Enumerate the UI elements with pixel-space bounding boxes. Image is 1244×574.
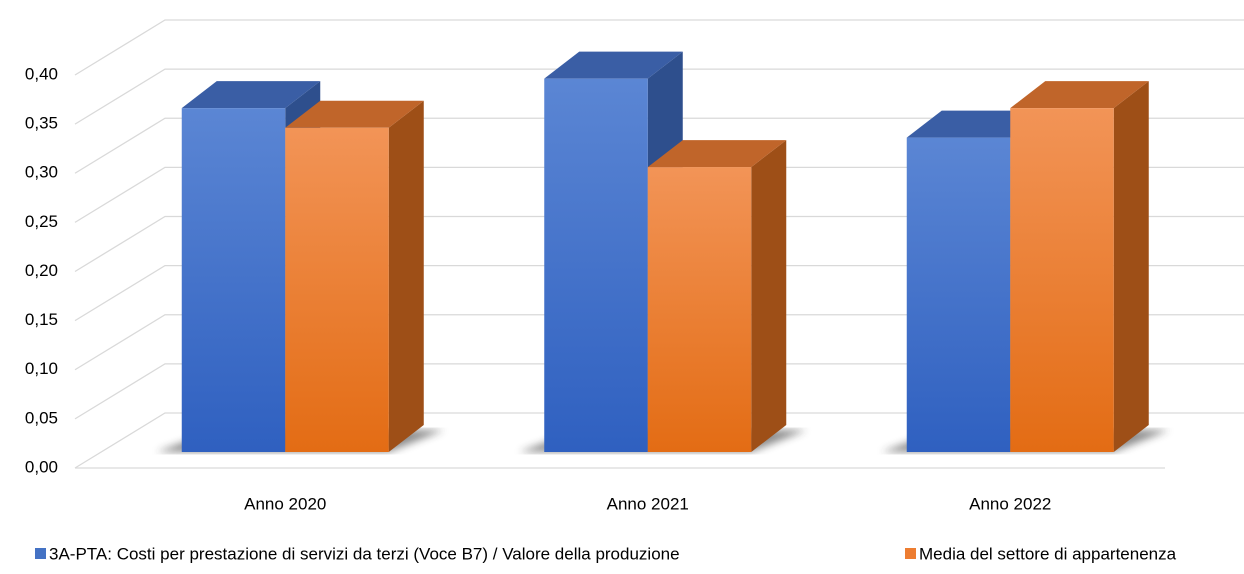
- bar-side: [1113, 81, 1149, 452]
- legend-label: 3A-PTA: Costi per prestazione di servizi…: [49, 544, 680, 563]
- bar-front: [181, 108, 286, 452]
- x-tick-label: Anno 2022: [969, 494, 1051, 513]
- bar: [285, 100, 424, 453]
- grid-line: [74, 314, 1244, 371]
- grid-line: [74, 412, 1244, 469]
- bar-top: [1010, 81, 1149, 109]
- bar-top: [544, 51, 683, 79]
- y-tick-label: 0,25: [25, 212, 58, 231]
- bar-front: [544, 78, 648, 453]
- y-tick-label: 0,10: [25, 359, 58, 378]
- bar-front: [285, 127, 389, 453]
- bar-top: [285, 100, 424, 128]
- bar-front: [906, 137, 1011, 452]
- bar-side: [388, 100, 424, 453]
- grid-line: [74, 117, 1244, 174]
- bar: [647, 140, 787, 452]
- y-tick-label: 0,30: [25, 163, 58, 182]
- bar-front: [647, 167, 752, 452]
- y-tick-label: 0,05: [25, 408, 58, 427]
- y-tick-label: 0,35: [25, 114, 58, 133]
- y-tick-label: 0,20: [25, 261, 58, 280]
- bar-top: [647, 140, 787, 168]
- legend-swatch: [905, 548, 916, 559]
- grid-line: [74, 264, 1244, 322]
- bar-top: [181, 81, 321, 109]
- grid-line: [74, 363, 1244, 420]
- y-tick-label: 0,15: [25, 310, 58, 329]
- grid-line: [74, 68, 1244, 125]
- y-tick-label: 0,40: [25, 64, 58, 83]
- x-tick-label: Anno 2021: [607, 494, 689, 513]
- grid-line: [74, 19, 1244, 76]
- grid-line: [74, 215, 1244, 273]
- legend-label: Media del settore di appartenenza: [919, 544, 1177, 563]
- bar-side: [751, 140, 787, 452]
- grid-line: [74, 166, 1244, 223]
- bar-front: [1010, 108, 1114, 452]
- x-tick-label: Anno 2020: [244, 494, 326, 513]
- bar: [1010, 81, 1149, 452]
- y-tick-label: 0,00: [25, 457, 58, 476]
- legend-swatch: [35, 548, 46, 559]
